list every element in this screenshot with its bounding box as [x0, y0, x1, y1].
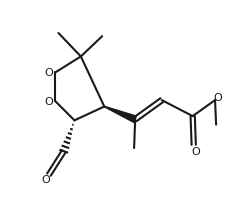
Text: O: O	[212, 93, 221, 103]
Text: O: O	[44, 68, 53, 78]
Text: O: O	[191, 147, 199, 157]
Text: O: O	[44, 97, 53, 107]
Polygon shape	[104, 106, 136, 122]
Text: O: O	[41, 175, 49, 185]
